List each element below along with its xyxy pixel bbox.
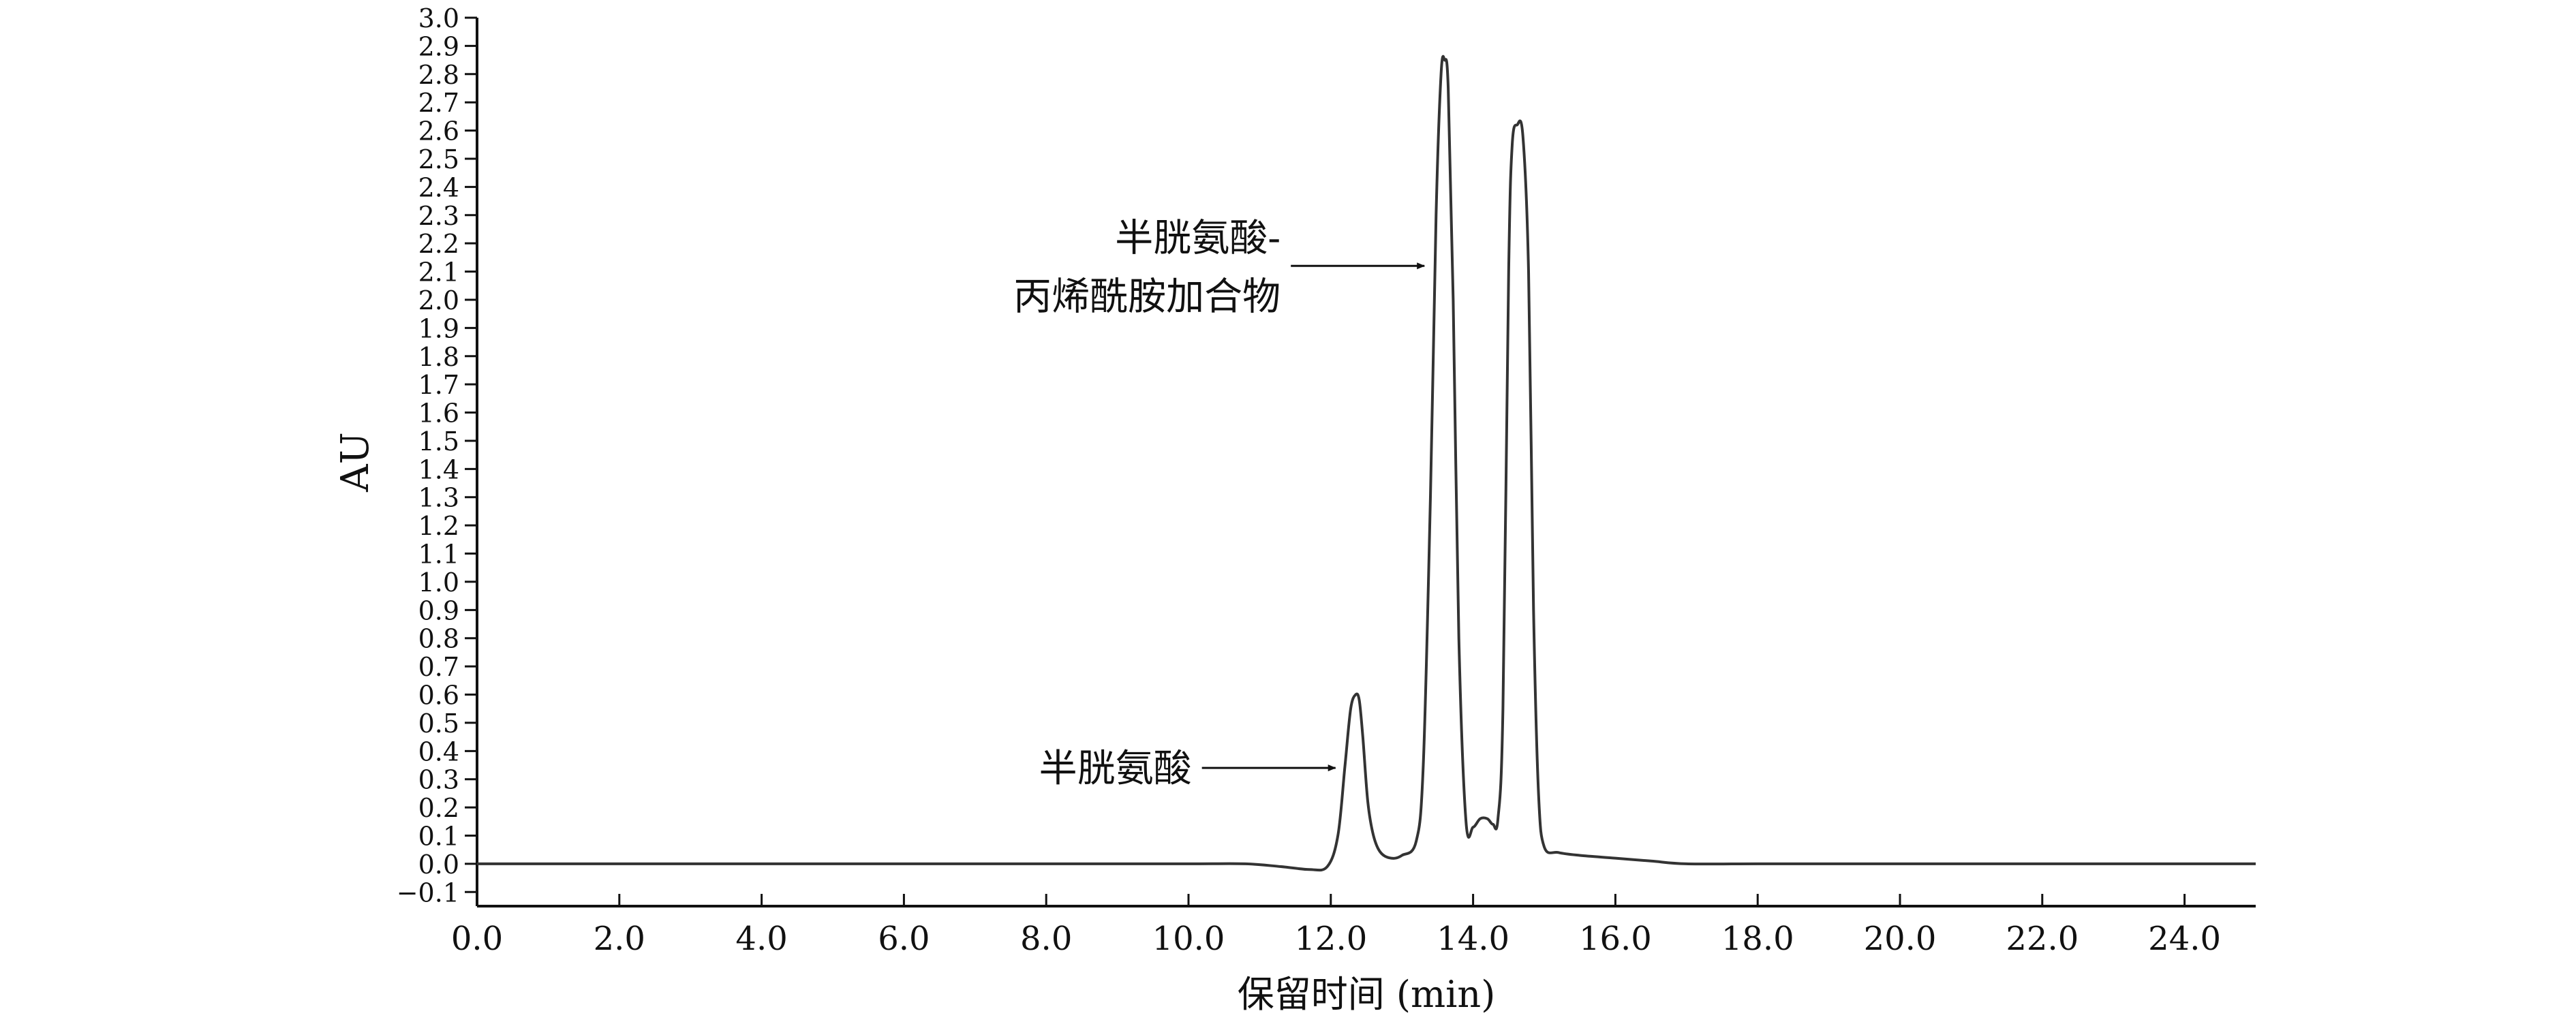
y-tick-label: 0.2	[418, 793, 459, 823]
y-tick-label: 0.7	[418, 652, 459, 682]
annotation-cysteine: 半胱氨酸	[1039, 747, 1192, 791]
y-tick-label: 2.6	[418, 117, 459, 146]
annotation-adduct-line1: 半胱氨酸-	[1115, 216, 1281, 260]
annotation-layer: 半胱氨酸 半胱氨酸- 丙烯酰胺加合物	[1013, 216, 1426, 791]
y-tick-label: 1.7	[418, 370, 459, 400]
y-tick-label: 0.5	[418, 709, 459, 739]
y-tick-label: 1.5	[418, 426, 459, 456]
y-tick-label: 2.7	[418, 88, 459, 118]
axes: −0.10.00.10.20.30.40.50.60.70.80.91.01.1…	[333, 3, 2256, 1016]
y-tick-label: 2.5	[418, 144, 459, 174]
y-tick-label: 1.6	[418, 399, 459, 429]
y-tick-label: 1.3	[418, 483, 459, 513]
x-tick-label: 6.0	[878, 920, 930, 958]
y-tick-label: 1.0	[418, 568, 459, 598]
y-tick-label: 3.0	[418, 3, 459, 33]
x-tick-label: 20.0	[1864, 920, 1937, 958]
y-tick-label: 2.1	[418, 258, 459, 288]
y-tick-label: 0.6	[418, 681, 459, 711]
annotation-adduct-line2: 丙烯酰胺加合物	[1013, 275, 1281, 319]
y-tick-label: 1.2	[418, 511, 459, 541]
y-tick-label: 1.9	[418, 313, 459, 343]
x-tick-label: 14.0	[1437, 920, 1509, 958]
y-tick-label: 1.1	[418, 540, 459, 570]
y-tick-label: 0.0	[418, 850, 459, 880]
x-tick-label: 2.0	[594, 920, 645, 958]
y-tick-label: 0.1	[418, 822, 459, 852]
chromatogram-line	[477, 55, 2256, 872]
y-tick-label: 0.9	[418, 595, 459, 625]
y-tick-label: 2.2	[418, 229, 459, 259]
y-tick-label: −0.1	[397, 878, 459, 907]
y-tick-label: 0.3	[418, 765, 459, 795]
y-tick-label: 2.3	[418, 201, 459, 231]
x-tick-label: 22.0	[2006, 920, 2079, 958]
x-tick-label: 18.0	[1721, 920, 1794, 958]
y-tick-label: 0.8	[418, 624, 459, 654]
y-tick-label: 2.8	[418, 60, 459, 90]
series-layer	[477, 55, 2256, 872]
x-tick-label: 16.0	[1579, 920, 1652, 958]
y-tick-label: 2.0	[418, 285, 459, 315]
y-tick-label: 2.9	[418, 31, 459, 61]
x-tick-label: 10.0	[1152, 920, 1225, 958]
x-tick-label: 8.0	[1020, 920, 1072, 958]
x-axis-label: 保留时间 (min)	[1238, 973, 1496, 1016]
x-tick-label: 0.0	[451, 920, 503, 958]
x-tick-label: 4.0	[735, 920, 787, 958]
y-axis-label: AU	[333, 432, 378, 493]
y-tick-label: 2.4	[418, 172, 459, 202]
x-tick-label: 12.0	[1294, 920, 1367, 958]
y-tick-label: 1.8	[418, 342, 459, 372]
y-tick-label: 1.4	[418, 454, 459, 484]
y-tick-label: 0.4	[418, 736, 459, 766]
x-tick-label: 24.0	[2148, 920, 2221, 958]
